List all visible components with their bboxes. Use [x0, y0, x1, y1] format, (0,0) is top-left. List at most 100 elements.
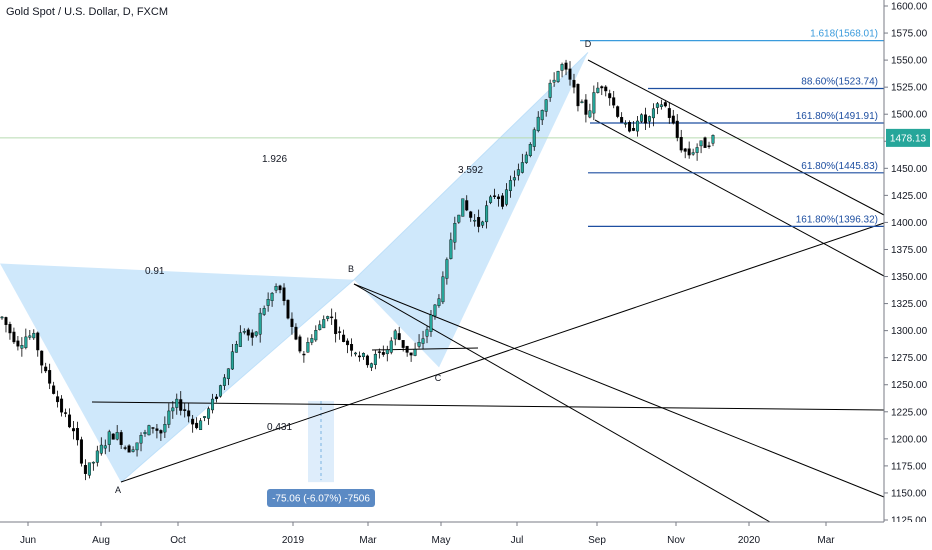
time-tick-label: Oct	[170, 535, 186, 546]
candle-body	[258, 312, 262, 335]
candle-body	[238, 332, 242, 347]
candle-body	[342, 334, 346, 342]
candle-body	[405, 345, 409, 353]
candle-body	[651, 108, 655, 119]
candle-body	[230, 351, 234, 370]
candle-body	[477, 217, 481, 227]
candle-body	[250, 332, 254, 338]
candle-body	[461, 198, 465, 217]
candle-body	[179, 399, 183, 411]
candle-body	[163, 424, 167, 433]
candle-body	[171, 407, 175, 412]
candle-body	[4, 317, 8, 325]
candle-body	[373, 353, 377, 365]
candle-body	[111, 433, 115, 440]
time-tick-label: Aug	[92, 535, 110, 546]
candle-body	[409, 352, 413, 356]
candle-body	[401, 340, 405, 348]
time-tick-label: Jun	[20, 535, 36, 546]
measure-label-box	[267, 489, 375, 507]
candles-group	[0, 59, 715, 481]
candle-body	[592, 92, 596, 114]
candle-body	[95, 450, 99, 463]
candle-body	[624, 123, 628, 125]
candle-body	[620, 117, 624, 123]
candle-body	[211, 398, 215, 411]
price-tick-label: 1525.00	[891, 83, 928, 94]
candle-body	[266, 299, 270, 306]
candle-body	[79, 439, 83, 464]
candle-body	[647, 116, 651, 122]
candle-body	[413, 349, 417, 356]
price-tick-label: 1275.00	[891, 353, 928, 364]
candle-body	[334, 319, 338, 335]
candle-body	[512, 177, 516, 181]
candle-body	[524, 154, 528, 163]
candle-body	[655, 103, 659, 108]
candle-body	[663, 102, 667, 107]
candle-body	[226, 368, 230, 379]
candle-body	[183, 409, 187, 411]
candle-body	[361, 352, 365, 357]
pattern-point-label-d: D	[585, 39, 592, 49]
candle-body	[445, 259, 449, 279]
candle-body	[310, 338, 314, 343]
candle-body	[457, 214, 461, 223]
candle-body	[576, 83, 580, 107]
candle-body	[433, 304, 437, 317]
candle-body	[552, 79, 556, 83]
candle-body	[640, 114, 644, 122]
candle-body	[91, 461, 95, 464]
candle-body	[147, 425, 151, 436]
channel-upper-a	[587, 59, 885, 216]
candle-body	[199, 420, 203, 431]
candle-body	[679, 137, 683, 151]
candle-body	[520, 162, 524, 173]
candle-body	[71, 428, 75, 432]
candle-body	[222, 377, 226, 386]
pattern-ratio-label: 1.926	[262, 154, 287, 165]
price-tick-label: 1575.00	[891, 29, 928, 40]
chart-title: Gold Spot / U.S. Dollar, D, FXCM	[6, 6, 168, 18]
candle-body	[242, 331, 246, 333]
candle-body	[87, 462, 91, 476]
candle-body	[572, 79, 576, 88]
candle-body	[270, 292, 274, 301]
candle-body	[159, 430, 163, 434]
candle-body	[56, 396, 60, 403]
candle-body	[493, 195, 497, 197]
candle-body	[596, 87, 600, 93]
candle-body	[8, 323, 12, 334]
candle-body	[377, 351, 381, 353]
last-price-tag	[886, 128, 930, 147]
candle-body	[131, 449, 135, 452]
pattern-edge-abd	[120, 52, 589, 483]
candle-body	[346, 340, 350, 346]
pattern-ratio-label: 0.431	[267, 422, 292, 433]
last-price-label: 1478.13	[890, 133, 927, 144]
time-axis-bg	[0, 522, 932, 550]
candle-body	[187, 410, 191, 417]
fib-level-label: 161.80%(1396.32)	[796, 214, 878, 225]
candle-body	[83, 465, 87, 474]
fib-level-label: 161.80%(1491.91)	[796, 111, 878, 122]
candle-body	[381, 352, 385, 355]
price-tick-label: 1500.00	[891, 110, 928, 121]
candle-body	[143, 431, 147, 435]
time-tick-label: May	[432, 535, 451, 546]
candle-body	[36, 332, 40, 351]
trendline-support	[120, 222, 885, 483]
candle-body	[536, 116, 540, 132]
candle-body	[32, 332, 36, 339]
candle-body	[695, 147, 699, 153]
candle-body	[500, 195, 504, 207]
candle-body	[469, 211, 473, 218]
channel-lower-a	[594, 119, 885, 277]
candle-body	[528, 144, 532, 157]
candle-body	[302, 353, 306, 356]
candle-body	[175, 398, 179, 408]
candle-body	[544, 99, 548, 112]
price-tick-label: 1450.00	[891, 164, 928, 175]
candle-body	[326, 316, 330, 319]
